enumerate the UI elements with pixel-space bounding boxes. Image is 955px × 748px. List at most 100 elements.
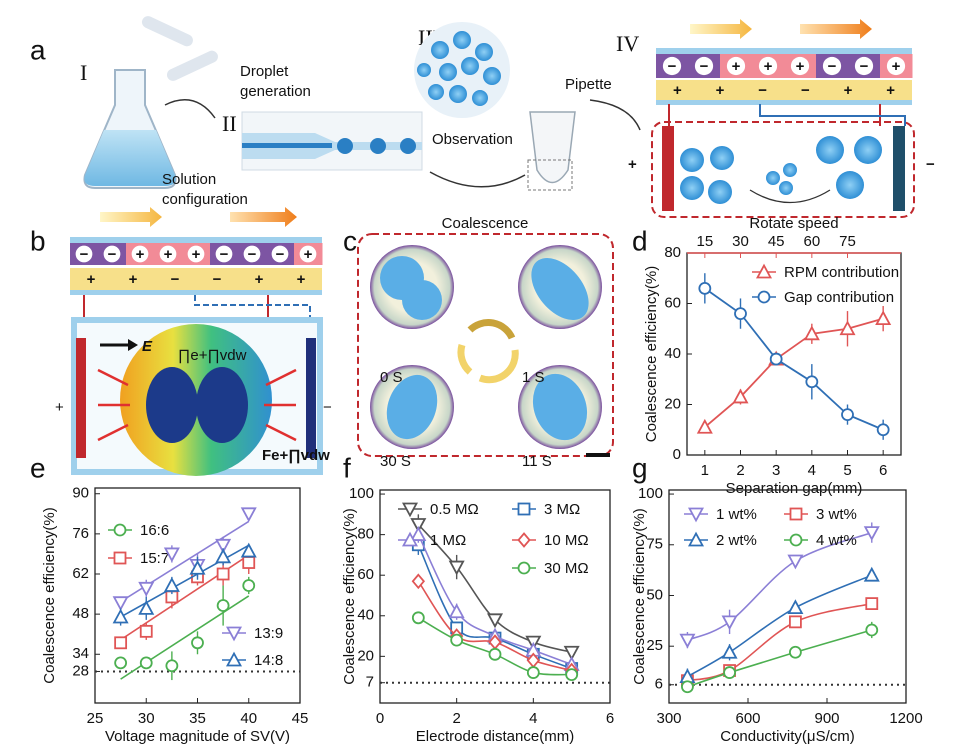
fit-curve	[687, 602, 872, 682]
charge-sign: +	[87, 271, 96, 288]
charge-sign: −	[668, 58, 677, 75]
data-point	[240, 507, 257, 523]
time-label: 0 S	[380, 369, 403, 386]
data-point	[488, 647, 502, 661]
data-point	[165, 659, 179, 673]
data-point	[803, 325, 820, 341]
x-tick-label: 1	[701, 462, 709, 479]
charge-sign: +	[297, 271, 306, 288]
panel-c: c Coalescence 0 S 1 S 30 S 11 S	[343, 215, 614, 470]
tube-icon	[141, 16, 193, 47]
data-point	[163, 547, 180, 563]
data-point	[863, 526, 880, 541]
data-point	[215, 548, 232, 564]
panel-title: Coalescence	[442, 215, 529, 232]
y-tick-label: 100	[638, 485, 663, 502]
legend-marker	[225, 626, 243, 642]
legend-marker	[517, 532, 531, 548]
field-label: E	[142, 338, 153, 355]
x-tick-label: 4	[808, 462, 816, 479]
x-tick-label: 25	[87, 710, 104, 727]
y-tick-label: 28	[72, 662, 89, 679]
data-point	[789, 645, 802, 659]
data-point	[865, 623, 879, 637]
charge-sign: +	[164, 246, 173, 263]
scale-bar	[586, 453, 610, 457]
y-tick-label: 0	[673, 446, 681, 463]
charge-circle	[103, 245, 121, 263]
data-point	[875, 310, 892, 326]
jet	[242, 143, 332, 148]
y-tick-label: 75	[646, 536, 663, 553]
fit-curve	[687, 629, 872, 688]
legend-label: 3 MΩ	[544, 501, 580, 518]
legend-label: 10 MΩ	[544, 532, 589, 549]
frame	[357, 233, 614, 457]
arrow	[429, 171, 526, 188]
plot-frame	[379, 489, 611, 704]
layer	[656, 48, 912, 54]
y-axis-label: Coalescence efficiency(%)	[341, 508, 358, 684]
charge-sign: +	[716, 82, 725, 99]
arrow	[589, 99, 641, 131]
panel-b: b E ∏e+∏vdw Fe+∏vdw + −	[30, 207, 332, 476]
legend-marker	[687, 507, 705, 523]
data-point	[216, 567, 230, 581]
legend-marker	[789, 507, 803, 521]
x2-axis-label: Rotate speed	[749, 215, 838, 232]
y-tick-label: 50	[646, 586, 663, 603]
x-axis-label: Conductivity(μS/cm)	[720, 728, 855, 745]
charge-sign: −	[171, 271, 180, 288]
motion-arrow	[800, 19, 872, 39]
x-axis-label: Separation gap(mm)	[726, 480, 863, 497]
charge-sign: −	[860, 58, 869, 75]
data-point	[138, 581, 155, 597]
charge-sign: +	[304, 246, 313, 263]
data-point	[863, 566, 880, 582]
polarity: −	[926, 156, 935, 173]
data-point	[139, 656, 153, 670]
data-point	[696, 418, 713, 434]
x-axis-label: Voltage magnitude of SV(V)	[105, 728, 290, 745]
charge-sign: −	[276, 246, 285, 263]
y-tick-label: 62	[72, 565, 89, 582]
cycle-arrow	[457, 344, 473, 375]
time-label: 30 S	[380, 453, 411, 470]
y-tick-label: 90	[72, 485, 89, 502]
x-tick-label: 35	[189, 710, 206, 727]
arrow	[749, 189, 831, 204]
legend-marker	[789, 533, 803, 547]
data-point	[787, 599, 804, 615]
droplet-core	[402, 280, 442, 320]
legend-label: 4 wt%	[816, 532, 857, 549]
electrode	[893, 126, 905, 211]
step-label: IV	[616, 31, 639, 56]
y-axis-label: Coalescence efficiency(%)	[643, 266, 660, 442]
y-tick-label: 7	[366, 674, 374, 691]
series-line	[704, 287, 884, 431]
charge-circle	[131, 245, 149, 263]
y-tick-label: 76	[72, 525, 89, 542]
y-tick-label: 6	[655, 676, 663, 693]
x-tick-label: 2	[452, 710, 460, 727]
charge-sign: −	[758, 82, 767, 99]
charge-sign: +	[255, 271, 264, 288]
y-tick-label: 100	[349, 485, 374, 502]
polarity: +	[55, 399, 64, 416]
wire	[759, 104, 906, 126]
electrode-box	[651, 121, 915, 218]
data-point	[448, 603, 465, 619]
polarity: −	[323, 399, 332, 416]
x-tick-label: 5	[843, 462, 851, 479]
data-point	[191, 636, 204, 650]
charge-sign: −	[213, 271, 222, 288]
y-tick-label: 60	[664, 294, 681, 311]
pressure-label: ∏e+∏vdw	[178, 347, 247, 364]
charge-circle	[694, 56, 714, 76]
y-tick-label: 48	[72, 605, 89, 622]
data-point	[486, 613, 504, 629]
data-point	[721, 643, 738, 659]
x-tick-label: 45	[292, 710, 309, 727]
data-point	[112, 608, 129, 624]
droplet-pairs	[680, 136, 882, 204]
